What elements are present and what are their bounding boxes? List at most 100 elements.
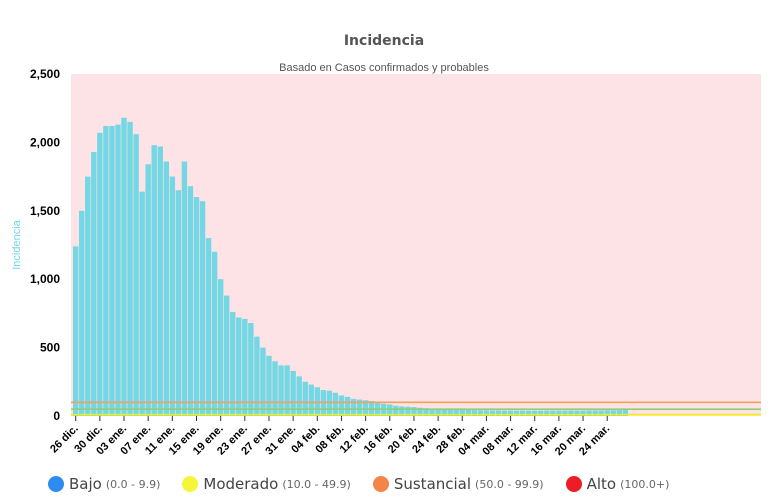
bar	[103, 125, 109, 416]
bar	[236, 317, 242, 416]
bar	[610, 410, 616, 416]
bar	[163, 161, 169, 416]
bar	[217, 279, 224, 416]
bar	[507, 410, 514, 416]
bar	[429, 408, 435, 416]
legend-bajo-name: Bajo	[69, 475, 102, 493]
bar	[296, 376, 302, 416]
bar	[79, 210, 85, 416]
bar	[139, 191, 145, 416]
threshold-lines	[71, 401, 761, 416]
bar	[127, 121, 133, 416]
bar	[121, 117, 127, 416]
y-axis-ticks: 0 500 1,000 1,500 2,000 2,500	[30, 67, 60, 423]
bar	[471, 410, 478, 416]
legend-sustancial-name: Sustancial	[393, 475, 472, 493]
bar	[592, 410, 598, 416]
bar	[157, 146, 163, 416]
bar	[550, 410, 556, 416]
bar	[519, 410, 526, 416]
legend-moderado-dot-icon	[182, 476, 199, 492]
bar	[133, 134, 139, 416]
bar	[598, 410, 604, 416]
bar	[423, 408, 429, 416]
bar	[495, 410, 502, 416]
bar	[483, 410, 490, 416]
bar	[447, 409, 453, 416]
y-tick-label: 0	[53, 409, 60, 423]
bar	[115, 124, 121, 417]
bar	[272, 361, 278, 416]
legend-item-moderado[interactable]: Moderado (10.0 - 49.9)	[182, 475, 351, 493]
bar	[145, 164, 151, 416]
bar	[73, 246, 79, 416]
bar	[302, 381, 308, 416]
bar	[411, 407, 417, 416]
legend-bajo-dot-icon	[48, 476, 64, 492]
bar	[284, 365, 290, 416]
bar	[211, 251, 218, 416]
bar	[151, 145, 157, 416]
bar	[616, 410, 622, 416]
bar	[266, 355, 272, 416]
bar	[278, 365, 284, 416]
bar	[242, 318, 248, 416]
bar	[224, 295, 230, 416]
bar	[193, 197, 200, 416]
bar	[574, 410, 580, 416]
bar	[562, 410, 568, 416]
bar	[580, 410, 586, 416]
bar	[187, 186, 194, 416]
bar	[91, 151, 97, 417]
bar	[181, 161, 188, 416]
bar	[586, 410, 592, 416]
y-tick-label: 2,000	[30, 135, 60, 149]
bar	[556, 410, 562, 416]
legend-sustancial-range: (50.0 - 99.9)	[475, 477, 544, 491]
bar	[326, 390, 333, 416]
bar	[97, 132, 103, 416]
bar	[169, 176, 176, 416]
bar	[417, 407, 423, 416]
bar	[199, 201, 206, 416]
chart-title: Incidencia	[344, 33, 424, 49]
bar	[393, 405, 399, 416]
bar-series	[73, 117, 629, 417]
bar	[526, 410, 532, 416]
legend-alto-range: (100.0+)	[620, 477, 670, 491]
bar	[435, 408, 441, 416]
bar	[622, 409, 629, 416]
x-axis-ticks: 26 dic.30 dic.03 ene.07 ene.11 ene.15 en…	[48, 416, 612, 458]
bar	[489, 410, 496, 416]
bar	[356, 399, 363, 416]
bar	[175, 190, 182, 416]
bar	[532, 410, 538, 416]
bar	[254, 336, 260, 416]
bar	[465, 409, 471, 416]
legend-item-alto[interactable]: Alto (100.0+)	[565, 475, 670, 493]
y-tick-label: 500	[40, 341, 60, 355]
bar	[477, 410, 484, 416]
bar	[453, 409, 459, 416]
bar	[338, 395, 345, 416]
bar	[387, 404, 393, 416]
bar	[538, 410, 544, 416]
legend-moderado-name: Moderado	[203, 475, 279, 493]
legend-alto-dot-icon	[565, 476, 582, 492]
legend-bajo-range: (0.0 - 9.9)	[105, 477, 161, 491]
bar	[405, 406, 411, 416]
bar	[344, 396, 351, 416]
legend-item-sustancial[interactable]: Sustancial (50.0 - 99.9)	[372, 475, 544, 493]
bar	[362, 400, 369, 416]
chart-subtitle: Basado en Casos confirmados y probables	[279, 62, 489, 74]
bar	[230, 312, 236, 416]
y-tick-label: 1,000	[30, 272, 60, 286]
bar	[459, 409, 465, 416]
legend-item-bajo[interactable]: Bajo (0.0 - 9.9)	[48, 475, 160, 493]
y-axis-title: Incidencia	[11, 219, 23, 269]
bar	[501, 410, 508, 416]
bar	[205, 238, 212, 416]
bar	[109, 125, 115, 416]
legend-moderado-range: (10.0 - 49.9)	[282, 477, 351, 491]
bar	[399, 406, 405, 416]
